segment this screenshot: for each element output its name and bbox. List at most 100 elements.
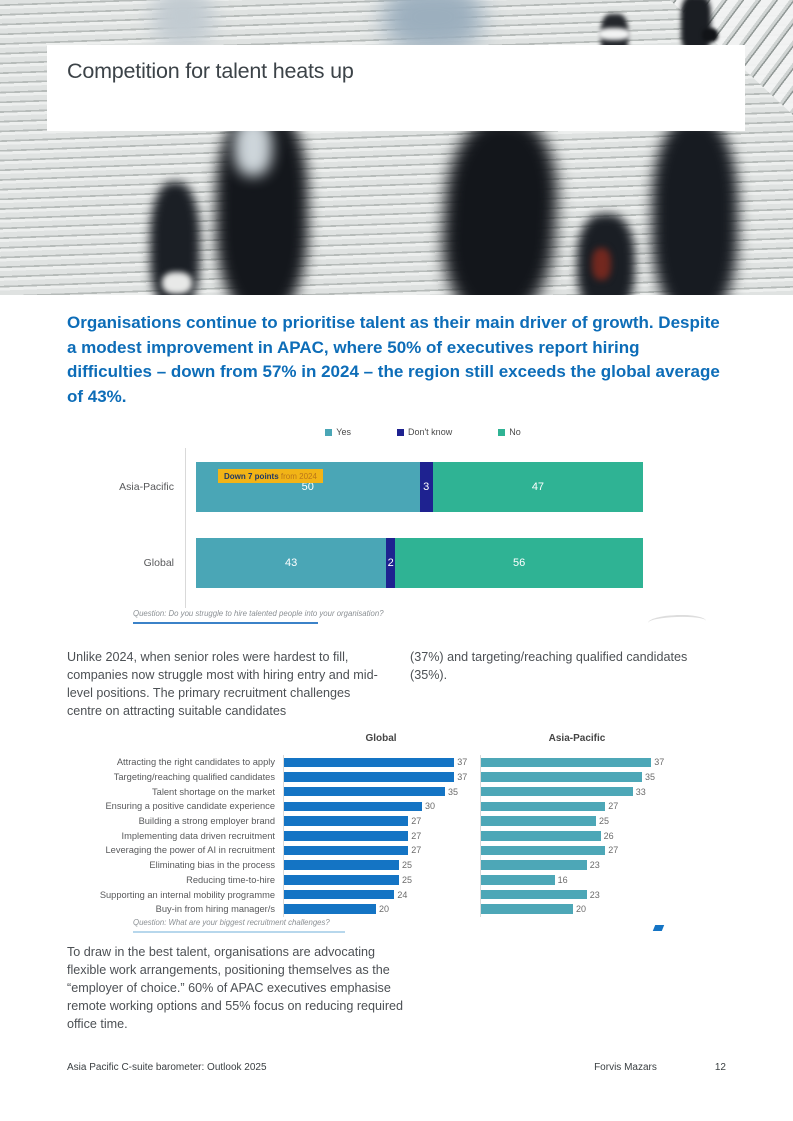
body-bottom-paragraph: To draw in the best talent, organisation… [67, 945, 404, 1031]
bar-segment: 2 [386, 538, 396, 588]
bar-track: 26 [480, 828, 677, 844]
bar [481, 801, 606, 812]
bar [481, 904, 573, 914]
backpack-shape [592, 248, 611, 280]
bar-value-label: 27 [608, 845, 619, 856]
challenge-row: Buy-in from hiring manager/s 20 20 [80, 901, 677, 917]
decorative-arc [647, 613, 707, 631]
bar-segment: 3 [419, 462, 433, 512]
bar-track: 35 [283, 784, 480, 800]
challenge-row: Ensuring a positive candidate experience… [80, 799, 677, 814]
bar-value-label: 23 [589, 889, 600, 900]
bar-value-label: 37 [457, 757, 468, 768]
caption-underline [133, 622, 318, 624]
bar-value-label: 35 [645, 772, 656, 783]
bar-value-label: 27 [411, 830, 422, 841]
lead-paragraph: Organisations continue to prioritise tal… [67, 313, 720, 406]
challenge-row: Targeting/reaching qualified candidates 3… [80, 769, 677, 785]
challenge-label: Targeting/reaching qualified candidates [113, 772, 275, 783]
challenge-label: Eliminating bias in the process [149, 860, 275, 871]
bar-segment: 56 [395, 538, 643, 588]
bar-value-label: 26 [603, 830, 614, 841]
bar [481, 831, 601, 841]
bar-value-label: 33 [635, 786, 646, 797]
blurred-figure-detail [598, 28, 630, 40]
legend-item: No [498, 427, 521, 437]
bar [284, 875, 399, 885]
chart-title-global: Global [365, 733, 397, 744]
legend-item: Yes [325, 427, 351, 437]
bar-value-label: 23 [589, 860, 600, 871]
bar [284, 786, 445, 797]
bar-track: 25 [480, 813, 677, 829]
challenge-label: Leveraging the power of AI in recruitmen… [105, 845, 275, 856]
annotation-badge: Down 7 points from 2024 [218, 469, 323, 483]
bar-value-label: 30 [425, 801, 436, 812]
challenge-label: Reducing time-to-hire [186, 874, 275, 885]
stacked-bar-row: Asia-Pacific 50 3 47 Down 7 points from 2024 [119, 462, 643, 512]
bar-value-label: 20 [576, 904, 587, 915]
bar [481, 875, 555, 885]
legend-swatch [325, 428, 333, 436]
bar [284, 889, 395, 900]
bar [284, 904, 376, 914]
challenge-label: Attracting the right candidates to apply [116, 757, 275, 768]
bar-track: 37 [480, 755, 677, 770]
challenge-row: Supporting an internal mobility programm… [80, 887, 677, 902]
bar [284, 757, 455, 768]
bar-track: 23 [480, 887, 677, 902]
challenge-row: Building a strong employer brand 27 25 [80, 813, 677, 829]
bar [481, 786, 633, 797]
bar-value-label: 27 [608, 801, 619, 812]
bar-value-label: 16 [557, 874, 568, 885]
bar-track: 25 [283, 857, 480, 873]
title-box: Competition for talent heats up [47, 45, 745, 131]
bar-value-label: 24 [397, 889, 408, 900]
challenge-row: Implementing data driven recruitment 27 26 [80, 828, 677, 844]
bar [481, 757, 652, 768]
bar-track: 20 [480, 901, 677, 917]
bar-track: 35 [480, 769, 677, 785]
briefcase-shape [702, 28, 718, 42]
legend-label: No [509, 427, 521, 437]
challenge-row: Eliminating bias in the process 25 23 [80, 857, 677, 873]
bar [284, 845, 409, 856]
bar-track: 37 [283, 755, 480, 770]
bar [481, 816, 596, 826]
page-title: Competition for talent heats up [67, 59, 354, 83]
chart-legend: Yes Don't know No [195, 427, 651, 437]
bar-value-label: 37 [457, 772, 468, 783]
bar-track: 27 [283, 828, 480, 844]
bar-track: 27 [480, 799, 677, 814]
challenge-row: Attracting the right candidates to apply… [80, 755, 677, 770]
body-column-left: Unlike 2024, when senior roles were hard… [67, 650, 378, 718]
blurred-figure [681, 0, 711, 52]
bar [284, 801, 422, 812]
bar-value-label: 20 [379, 904, 390, 915]
caption-underline [133, 931, 345, 933]
bar-track: 27 [283, 843, 480, 858]
stacked-row-label: Asia-Pacific [119, 481, 174, 493]
bar-track: 24 [283, 887, 480, 902]
legend-label: Yes [336, 427, 351, 437]
bar-track: 23 [480, 857, 677, 873]
briefcase-shape [162, 272, 192, 294]
bar [284, 831, 409, 841]
bar-value-label: 27 [411, 845, 422, 856]
chart-question-caption: Question: What are your biggest recruitm… [133, 918, 330, 927]
bar-value-label: 25 [402, 874, 413, 885]
footer-page-number: 12 [714, 1062, 726, 1073]
bar [481, 860, 587, 870]
decorative-blue-mark [652, 925, 665, 931]
bar-track: 25 [283, 872, 480, 888]
blurred-figure [383, 0, 483, 52]
bar-value-label: 35 [448, 786, 459, 797]
bar [284, 816, 409, 826]
challenge-rows: Attracting the right candidates to apply… [80, 755, 677, 917]
challenge-label: Implementing data driven recruitment [121, 830, 275, 841]
bar [481, 772, 642, 782]
bar-value-label: 37 [654, 757, 665, 768]
bar-track: 30 [283, 799, 480, 814]
blurred-figure [152, 0, 214, 48]
